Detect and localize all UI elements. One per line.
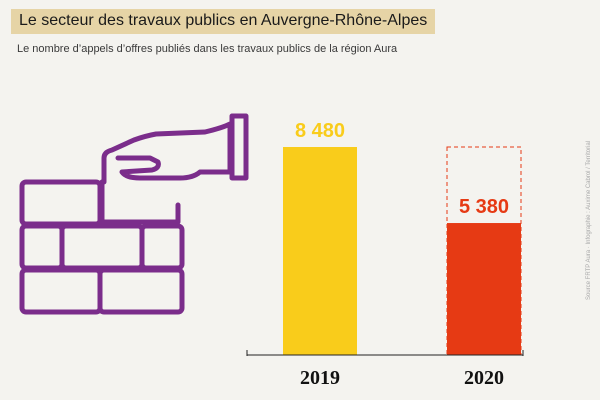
hand-laying-brick-wall-icon [19,113,249,315]
source-note: Source FRTP Aura · Infographie : Auxime … [586,140,592,300]
bars-group [283,146,522,356]
value-labels: 8 480 5 380 [295,120,509,218]
bar-2019 [283,147,357,355]
value-label-2020: 5 380 [459,196,509,218]
x-tick-label-2019: 2019 [300,367,340,389]
value-label-2019: 8 480 [295,120,345,142]
x-tick-labels: 2019 2020 [300,367,504,389]
x-tick-label-2020: 2020 [464,367,504,389]
bar-2020 [447,223,521,355]
chart-subtitle: Le nombre d’appels d’offres publiés dans… [17,43,398,55]
chart-title: Le secteur des travaux publics en Auverg… [11,9,436,34]
